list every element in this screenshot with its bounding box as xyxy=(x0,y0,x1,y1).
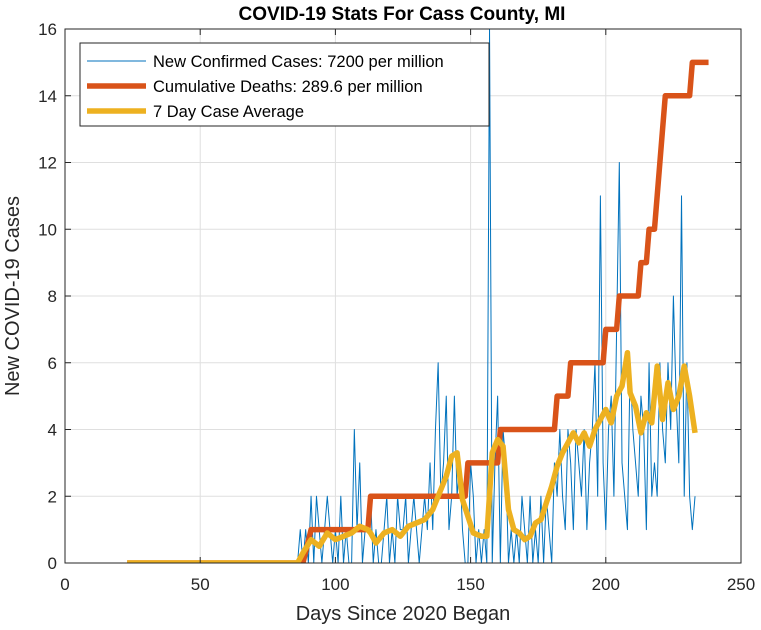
axis-ticks: 0 50 100 150 200 250 0 2 4 6 8 10 12 14 16 xyxy=(38,20,755,594)
series-line-7-day-case-average xyxy=(127,349,698,563)
y-tick-label: 4 xyxy=(48,421,57,440)
series-line-cumulative-deaths xyxy=(127,59,709,563)
chart-title: COVID-19 Stats For Cass County, MI xyxy=(239,4,566,25)
y-tick-label: 10 xyxy=(38,220,57,239)
legend-box xyxy=(79,42,490,127)
x-tick-label: 50 xyxy=(191,575,210,594)
x-tick-label: 200 xyxy=(592,575,620,594)
series-lines xyxy=(127,29,709,563)
x-tick-label: 100 xyxy=(321,575,349,594)
y-axis-label: New COVID-19 Cases xyxy=(2,196,24,396)
series-line-new-confirmed-cases xyxy=(127,29,696,563)
y-tick-label: 12 xyxy=(38,154,57,173)
y-tick-label: 8 xyxy=(48,287,57,306)
y-tick-label: 14 xyxy=(38,87,57,106)
y-tick-label: 16 xyxy=(38,20,57,39)
y-tick-label: 6 xyxy=(48,354,57,373)
y-tick-label: 2 xyxy=(48,487,57,506)
x-tick-label: 150 xyxy=(456,575,484,594)
x-axis-label: Days Since 2020 Began xyxy=(296,603,511,625)
x-tick-label: 250 xyxy=(727,575,755,594)
legend: New Confirmed Cases: 7200 per million Cum… xyxy=(79,42,490,127)
legend-label-new-confirmed-cases: New Confirmed Cases: 7200 per million xyxy=(153,53,444,71)
legend-label-cumulative-deaths: Cumulative Deaths: 289.6 per million xyxy=(153,78,423,96)
legend-label-7-day-case-average: 7 Day Case Average xyxy=(153,103,304,121)
y-tick-label: 0 xyxy=(48,554,57,573)
x-tick-label: 0 xyxy=(60,575,69,594)
